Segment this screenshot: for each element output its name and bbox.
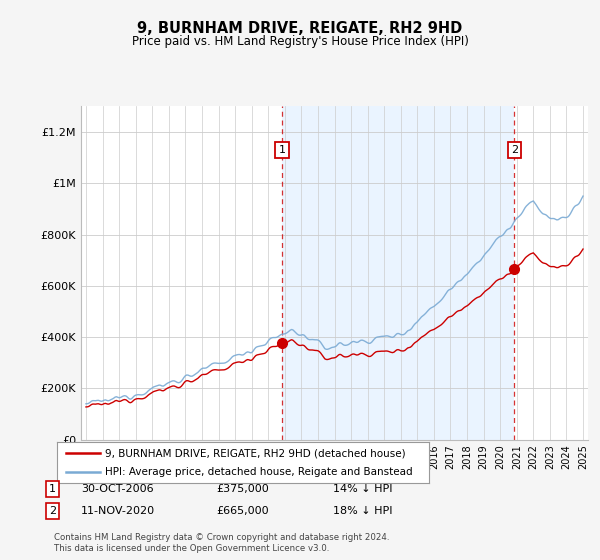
Text: HPI: Average price, detached house, Reigate and Banstead: HPI: Average price, detached house, Reig…	[106, 467, 413, 477]
Bar	[282, 106, 514, 440]
Text: 1: 1	[49, 484, 56, 494]
Text: £665,000: £665,000	[216, 506, 269, 516]
Text: £375,000: £375,000	[216, 484, 269, 494]
Text: 30-OCT-2006: 30-OCT-2006	[81, 484, 154, 494]
Text: 11-NOV-2020: 11-NOV-2020	[81, 506, 155, 516]
Text: 2: 2	[49, 506, 56, 516]
Text: 14% ↓ HPI: 14% ↓ HPI	[333, 484, 392, 494]
Text: Price paid vs. HM Land Registry's House Price Index (HPI): Price paid vs. HM Land Registry's House …	[131, 35, 469, 48]
Text: 2: 2	[511, 145, 518, 155]
Text: Contains HM Land Registry data © Crown copyright and database right 2024.
This d: Contains HM Land Registry data © Crown c…	[54, 533, 389, 553]
Text: 9, BURNHAM DRIVE, REIGATE, RH2 9HD: 9, BURNHAM DRIVE, REIGATE, RH2 9HD	[137, 21, 463, 36]
Text: 18% ↓ HPI: 18% ↓ HPI	[333, 506, 392, 516]
Text: 1: 1	[278, 145, 286, 155]
Text: 9, BURNHAM DRIVE, REIGATE, RH2 9HD (detached house): 9, BURNHAM DRIVE, REIGATE, RH2 9HD (deta…	[106, 449, 406, 458]
